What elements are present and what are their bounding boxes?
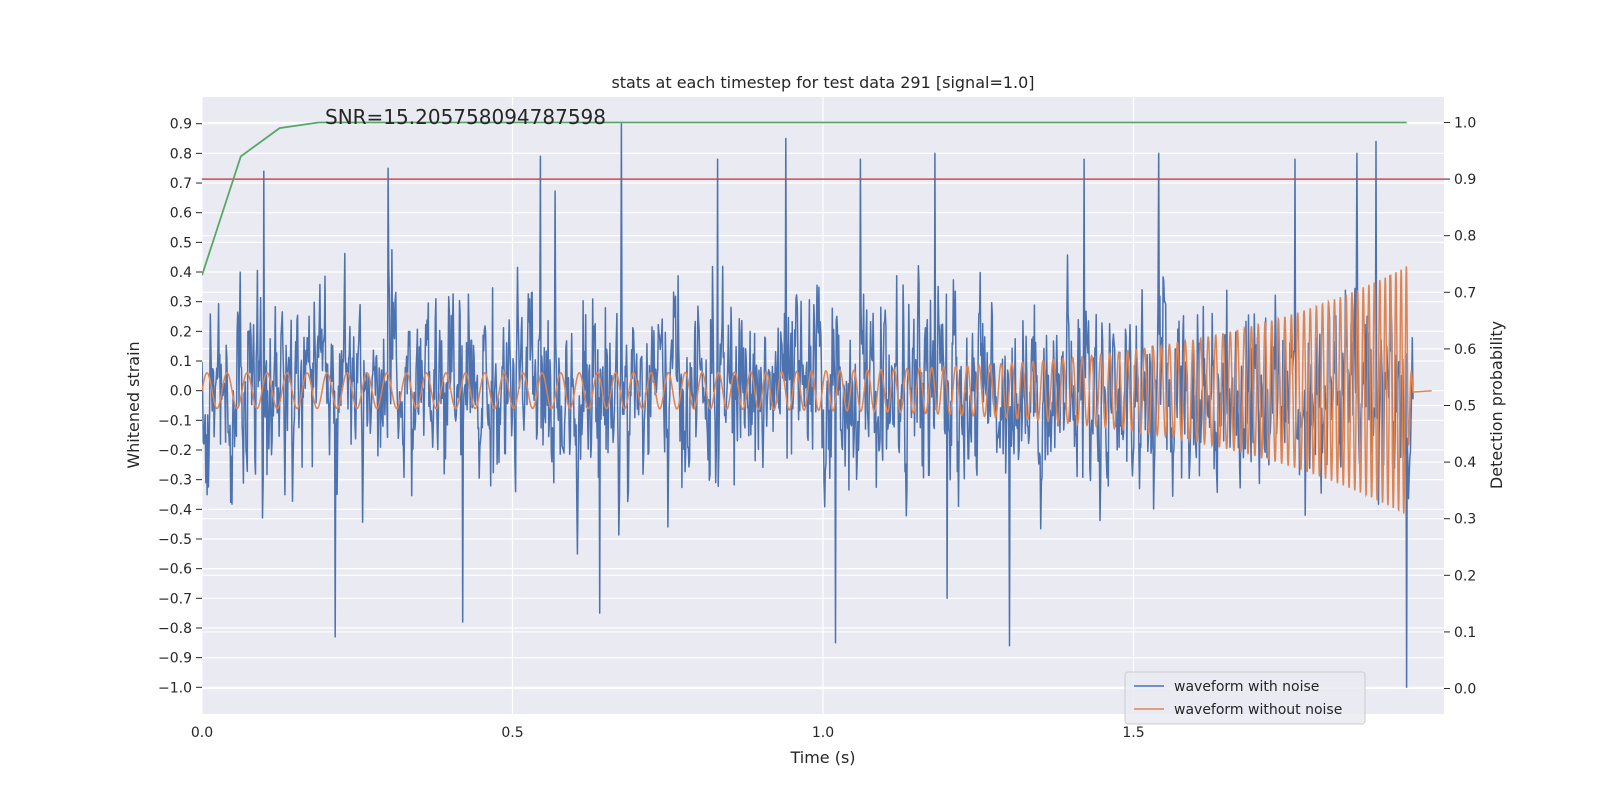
y2-tick-label-0: 1.0	[1454, 115, 1476, 131]
y-tick-label-3: 0.6	[170, 206, 192, 222]
y-tick-label-2: 0.7	[170, 176, 192, 192]
legend-label-clean: waveform without noise	[1174, 702, 1342, 718]
y-tick-label-10: −0.1	[158, 413, 192, 429]
y-tick-label-18: −0.9	[158, 651, 192, 667]
y-tick-label-15: −0.6	[158, 562, 192, 578]
y-tick-label-8: 0.1	[170, 354, 192, 370]
y2-tick-label-3: 0.7	[1454, 285, 1476, 301]
y-tick-label-17: −0.8	[158, 621, 192, 637]
y2-tick-label-10: 0.0	[1454, 682, 1476, 698]
grid	[201, 97, 1444, 714]
y2-tick-label-9: 0.1	[1454, 625, 1476, 641]
x-tick-label-2: 1.0	[812, 725, 834, 741]
ticks: 0.0 0.5 1.0 1.5 0.9 0.8 0.7 0.6 0.5 0.4 0.3 0.2 0.1 0…	[158, 115, 1476, 741]
series-layer	[202, 121, 1444, 689]
y-tick-label-9: 0.0	[170, 384, 192, 400]
y-tick-label-7: 0.2	[170, 324, 192, 340]
y-tick-label-11: −0.2	[158, 443, 192, 459]
x-axis-label: Time (s)	[789, 748, 855, 767]
y-tick-label-14: −0.5	[158, 532, 192, 548]
y2-tick-label-4: 0.6	[1454, 342, 1476, 358]
series-waveform-without-noise	[202, 266, 1432, 514]
y-tick-label-13: −0.4	[158, 502, 192, 518]
y2-tick-label-7: 0.3	[1454, 512, 1476, 528]
y-tick-label-4: 0.5	[170, 235, 192, 251]
y-tick-label-1: 0.8	[170, 146, 192, 162]
y-tick-label-19: −1.0	[158, 680, 192, 696]
legend-label-noise: waveform with noise	[1174, 679, 1319, 695]
x-tick-label-3: 1.5	[1122, 725, 1144, 741]
snr-annotation: SNR=15.205758094787598	[325, 105, 606, 129]
y-tick-label-0: 0.9	[170, 117, 192, 133]
legend: waveform with noise waveform without noi…	[1124, 671, 1366, 725]
chart-title: stats at each timestep for test data 291…	[611, 73, 1034, 92]
y2-tick-label-5: 0.5	[1454, 399, 1476, 415]
x-tick-label-0: 0.0	[191, 725, 213, 741]
y2-axis-label: Detection probability	[1487, 321, 1506, 489]
series-waveform-with-noise	[202, 122, 1414, 689]
y-tick-label-6: 0.3	[170, 295, 192, 311]
y2-tick-label-1: 0.9	[1454, 172, 1476, 188]
y-tick-label-5: 0.4	[170, 265, 192, 281]
x-tick-label-1: 0.5	[501, 725, 523, 741]
y2-tick-label-8: 0.2	[1454, 568, 1476, 584]
series-detection-probability	[202, 121, 1407, 276]
y2-tick-label-2: 0.8	[1454, 229, 1476, 245]
y-axis-label: Whitened strain	[124, 341, 143, 468]
y-tick-label-12: −0.3	[158, 473, 192, 489]
y-tick-label-16: −0.7	[158, 591, 192, 607]
legend-box	[1124, 671, 1366, 725]
y2-tick-label-6: 0.4	[1454, 455, 1476, 471]
